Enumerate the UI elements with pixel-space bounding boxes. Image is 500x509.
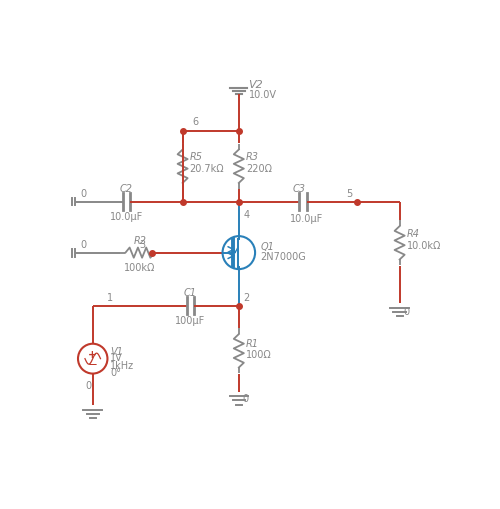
Text: R5: R5 (190, 152, 202, 162)
Text: 0: 0 (80, 188, 87, 198)
Text: 10.0μF: 10.0μF (110, 212, 143, 222)
Text: R4: R4 (406, 229, 420, 239)
Text: 100kΩ: 100kΩ (124, 263, 156, 273)
Text: 2: 2 (244, 293, 250, 303)
Text: 100μF: 100μF (176, 316, 206, 326)
Text: 10.0V: 10.0V (248, 90, 276, 99)
Text: 20.7kΩ: 20.7kΩ (190, 164, 224, 174)
Text: 10.0μF: 10.0μF (290, 213, 323, 223)
Text: V2: V2 (248, 79, 263, 90)
Text: 2N7000G: 2N7000G (260, 251, 306, 261)
Text: −: − (88, 357, 98, 371)
Text: C2: C2 (120, 184, 133, 193)
Text: 220Ω: 220Ω (246, 164, 272, 174)
Text: 4: 4 (244, 210, 250, 220)
Text: V1: V1 (110, 346, 123, 356)
Text: C3: C3 (292, 184, 306, 193)
Text: 100Ω: 100Ω (246, 349, 272, 359)
Text: 5: 5 (346, 188, 352, 198)
Text: 6: 6 (192, 117, 198, 127)
Text: C1: C1 (184, 288, 197, 297)
Text: 0: 0 (404, 306, 409, 316)
Text: 0: 0 (86, 381, 92, 390)
Text: Q1: Q1 (260, 241, 274, 251)
Text: 0°: 0° (110, 367, 121, 377)
Text: R2: R2 (134, 235, 146, 245)
Text: 1kHz: 1kHz (110, 360, 134, 370)
Text: 0: 0 (80, 239, 87, 249)
Text: 0: 0 (242, 393, 249, 403)
Text: 10.0kΩ: 10.0kΩ (406, 240, 441, 250)
Text: 3: 3 (140, 240, 146, 250)
Text: +: + (88, 349, 97, 359)
Text: R3: R3 (246, 152, 259, 162)
Text: R1: R1 (246, 338, 259, 348)
Text: 1V: 1V (110, 353, 123, 363)
Text: 1: 1 (107, 293, 113, 303)
